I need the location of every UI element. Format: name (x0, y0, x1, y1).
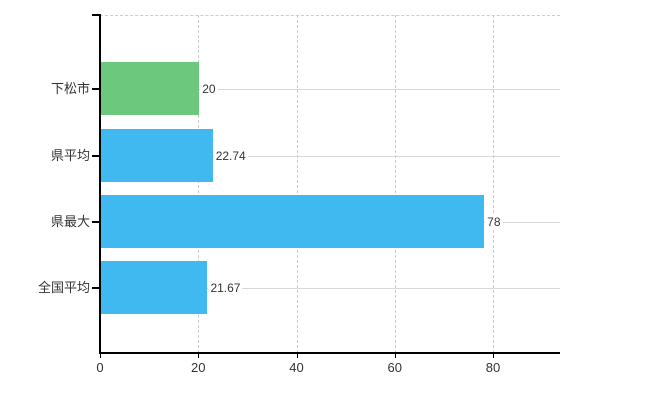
y-axis-label: 県最大 (50, 213, 90, 229)
x-axis-tick-label: 20 (191, 360, 206, 375)
x-axis-tick (100, 354, 101, 358)
grid-top-border (100, 15, 560, 16)
y-axis-tick (92, 87, 100, 90)
gridline-vertical (493, 15, 494, 353)
bar-value-label: 22.74 (213, 147, 248, 164)
y-axis-label: 全国平均 (37, 279, 90, 295)
bar[interactable] (101, 261, 208, 314)
y-axis-tick (92, 286, 100, 289)
x-axis-tick (296, 354, 298, 358)
gridline-horizontal (100, 88, 560, 90)
x-axis-line (99, 352, 560, 354)
bar[interactable] (101, 195, 485, 248)
x-axis-tick-label: 40 (289, 360, 304, 375)
x-axis-tick-label: 80 (485, 360, 501, 375)
bar[interactable] (101, 62, 200, 115)
y-axis-label: 県平均 (50, 147, 90, 163)
x-axis-tick-label: 60 (387, 360, 402, 375)
gridline-horizontal (100, 287, 560, 289)
y-axis-tick (92, 14, 100, 16)
gridline-horizontal (100, 155, 560, 157)
bar-value-label: 20 (200, 80, 218, 97)
x-axis-tick (493, 354, 494, 358)
gridline-vertical (296, 15, 298, 353)
y-axis-line (99, 14, 101, 353)
bar-value-label: 78 (485, 213, 503, 230)
y-axis-label: 下松市 (50, 80, 90, 96)
gridline-vertical (198, 15, 200, 353)
y-axis-tick (92, 220, 100, 223)
x-axis-tick (198, 354, 200, 358)
x-axis-tick (394, 354, 396, 358)
bar-value-label: 21.67 (208, 279, 243, 296)
gridline-vertical (394, 15, 396, 353)
bar[interactable] (101, 129, 213, 182)
x-axis-tick-label: 0 (96, 360, 104, 375)
y-axis-tick (92, 154, 100, 157)
